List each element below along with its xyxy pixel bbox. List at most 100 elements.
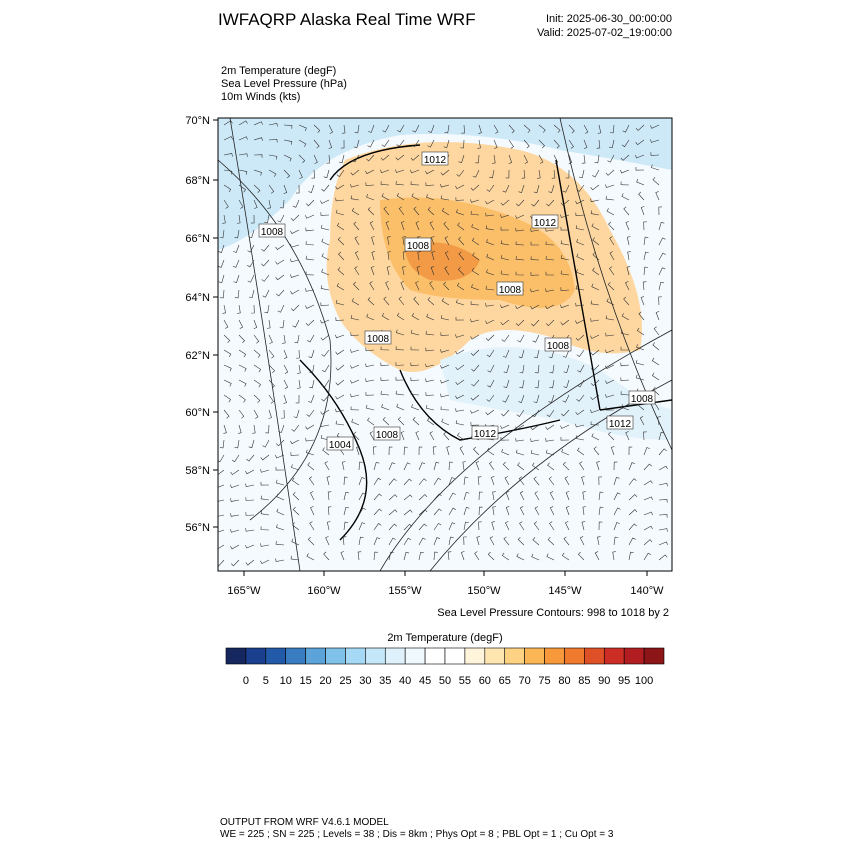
wind-barb xyxy=(336,222,345,231)
lat-label: 64°N xyxy=(185,292,210,304)
wind-barb xyxy=(223,334,231,344)
wind-barb xyxy=(456,209,465,216)
wind-barb xyxy=(218,514,225,517)
wind-barb xyxy=(628,551,634,561)
wind-barb xyxy=(350,406,360,411)
wind-barb xyxy=(463,506,470,516)
wind-barb xyxy=(473,446,480,456)
wind-barb xyxy=(561,409,570,417)
wind-barb xyxy=(321,184,330,192)
wind-barb xyxy=(613,536,619,546)
wind-barb xyxy=(238,409,245,419)
wind-barb xyxy=(230,513,240,517)
wind-barb xyxy=(264,304,270,314)
wind-barb xyxy=(358,507,366,516)
wind-barb xyxy=(440,349,450,353)
wind-barb xyxy=(444,266,450,276)
wind-barb xyxy=(247,259,255,268)
wind-barb xyxy=(639,416,645,426)
wind-barb xyxy=(426,313,435,321)
wind-barb xyxy=(395,390,405,396)
wind-barb xyxy=(605,364,615,369)
wind-barb xyxy=(343,521,349,531)
wind-barb xyxy=(568,154,573,164)
wind-barb xyxy=(650,152,660,156)
wind-barb xyxy=(562,394,570,403)
wind-barb xyxy=(440,332,450,336)
wind-barb xyxy=(447,551,452,561)
wind-barb xyxy=(478,521,482,531)
wind-barb xyxy=(563,364,570,374)
wind-barb xyxy=(268,394,274,404)
wind-barb xyxy=(643,511,653,516)
wind-barb xyxy=(545,241,555,246)
wind-barb xyxy=(592,169,600,178)
wind-barb xyxy=(245,528,255,532)
wind-barb xyxy=(448,461,453,471)
wind-barb xyxy=(294,334,300,344)
wind-barb xyxy=(290,258,300,263)
wind-barb xyxy=(455,184,465,190)
wind-barb xyxy=(486,184,495,192)
wind-barb xyxy=(320,224,330,231)
wind-barb xyxy=(321,394,330,402)
wind-barb xyxy=(328,124,333,134)
lat-label: 58°N xyxy=(185,465,210,477)
colorbar-box xyxy=(424,647,446,665)
wind-barb xyxy=(310,491,315,501)
wind-barb xyxy=(534,506,540,516)
wind-barb xyxy=(446,446,450,456)
wind-barb xyxy=(386,266,391,276)
wind-barb xyxy=(411,313,420,321)
wind-barb xyxy=(238,153,248,157)
wind-barb xyxy=(388,551,394,561)
wind-barb xyxy=(486,349,495,358)
wind-barb xyxy=(413,296,420,306)
wind-barb xyxy=(562,184,570,193)
wind-barb xyxy=(388,509,398,516)
wind-barb xyxy=(575,319,585,324)
wind-barb xyxy=(431,236,435,246)
wind-barb xyxy=(658,206,663,216)
wind-barb xyxy=(275,259,285,265)
wind-barb xyxy=(305,241,315,246)
wind-barb xyxy=(531,553,540,561)
wind-barb xyxy=(343,491,349,501)
wind-barb xyxy=(400,221,405,231)
wind-barb xyxy=(461,124,465,134)
wind-barb xyxy=(431,251,435,261)
wind-barb xyxy=(373,461,380,471)
wind-barb xyxy=(321,364,330,373)
wind-barb xyxy=(504,476,510,486)
wind-barb xyxy=(395,329,405,336)
wind-barb xyxy=(340,551,345,561)
wind-barb xyxy=(508,139,514,149)
wind-barb xyxy=(444,236,450,246)
wind-barb xyxy=(410,329,420,336)
wind-barb xyxy=(291,477,300,486)
wind-barb xyxy=(320,302,330,307)
wind-barb xyxy=(268,349,275,359)
wind-barb xyxy=(426,194,435,201)
wind-barb xyxy=(628,537,636,546)
wind-barb xyxy=(283,379,289,389)
wind-barb xyxy=(290,244,300,248)
wind-barb xyxy=(260,481,270,486)
valid-time: Valid: 2025-07-02_19:00:00 xyxy=(537,27,672,39)
wind-barb xyxy=(443,281,450,291)
wind-barb xyxy=(403,478,412,486)
wind-barb xyxy=(518,349,525,359)
map xyxy=(218,118,672,571)
colorbar-box xyxy=(584,647,605,665)
wind-barb xyxy=(366,154,375,162)
wind-barb xyxy=(398,296,405,306)
wind-barb xyxy=(471,223,480,231)
colorbar-label: 100 xyxy=(635,675,653,687)
wind-barb xyxy=(369,281,375,291)
wind-barb xyxy=(218,529,225,533)
wind-barb xyxy=(351,207,360,216)
wind-barb xyxy=(505,506,510,516)
wind-barb xyxy=(626,236,631,246)
wind-barb xyxy=(605,315,615,321)
wind-barb xyxy=(456,282,465,291)
